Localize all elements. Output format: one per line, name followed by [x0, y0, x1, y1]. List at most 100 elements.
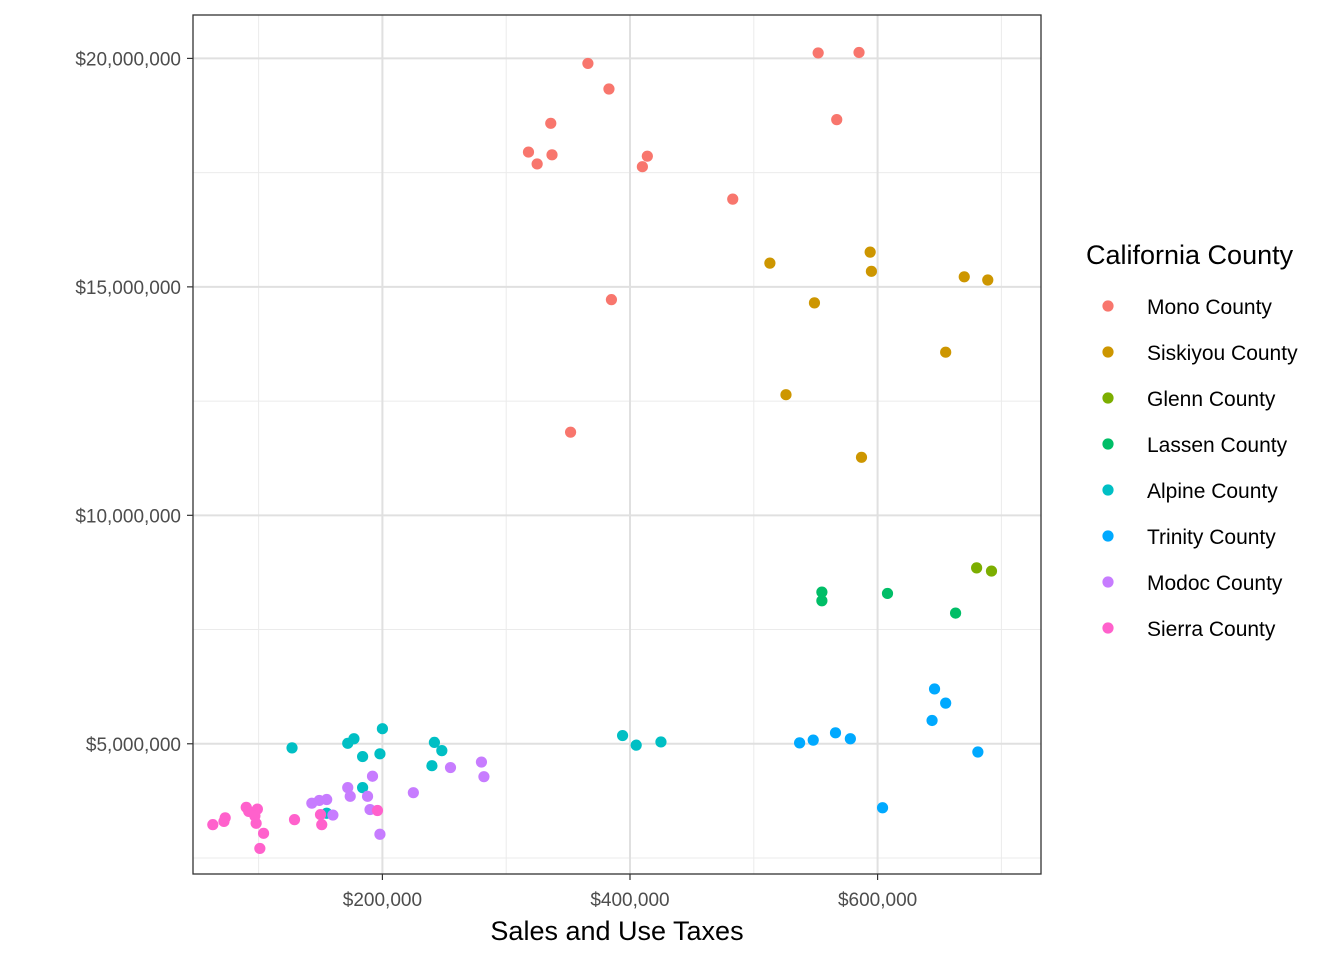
- data-point: [288, 814, 301, 826]
- data-point: [444, 761, 457, 774]
- legend-item: Alpine County: [1102, 480, 1278, 503]
- legend-key: [1102, 576, 1114, 588]
- data-points: [207, 46, 998, 855]
- y-tick-label: $5,000,000: [86, 735, 181, 756]
- legend-label: Trinity County: [1147, 526, 1276, 549]
- x-tick-label: $600,000: [838, 890, 917, 911]
- data-point: [727, 193, 739, 205]
- data-point: [371, 804, 384, 817]
- legend: California County Mono County Siskiyou Co…: [1086, 240, 1298, 641]
- data-point: [928, 683, 941, 695]
- legend-item: Modoc County: [1102, 572, 1283, 595]
- data-point: [376, 723, 389, 735]
- data-point: [816, 586, 828, 598]
- y-axis: $5,000,000 $10,000,000 $15,000,000 $20,000,…: [75, 49, 193, 756]
- data-point: [971, 562, 983, 574]
- data-point: [949, 607, 962, 619]
- data-point: [316, 819, 328, 831]
- data-point: [844, 733, 856, 745]
- data-point: [926, 714, 938, 727]
- legend-key: [1102, 622, 1114, 634]
- x-axis-title: Sales and Use Taxes: [490, 916, 743, 946]
- data-point: [426, 760, 438, 772]
- legend-label: Mono County: [1147, 296, 1272, 319]
- grid-minor: [193, 15, 1041, 874]
- legend-item: Trinity County: [1102, 526, 1276, 549]
- data-point: [616, 729, 629, 742]
- data-point: [982, 274, 994, 286]
- data-point: [531, 158, 543, 170]
- data-point: [306, 797, 318, 809]
- data-point: [816, 595, 828, 607]
- data-point: [207, 819, 219, 831]
- data-point: [314, 809, 327, 821]
- data-point: [940, 697, 952, 709]
- legend-item: Lassen County: [1102, 434, 1288, 457]
- data-point: [374, 748, 386, 760]
- legend-item: Mono County: [1102, 296, 1272, 319]
- legend-label: Lassen County: [1147, 434, 1288, 457]
- data-point: [630, 739, 642, 751]
- panel-border: [192, 14, 1042, 875]
- data-point: [780, 389, 792, 401]
- data-point: [475, 756, 488, 768]
- legend-items: Mono County Siskiyou County Glenn County La…: [1102, 296, 1298, 641]
- data-point: [564, 426, 577, 438]
- legend-key: [1102, 530, 1114, 542]
- y-tick-label: $10,000,000: [75, 506, 181, 527]
- data-point: [829, 727, 842, 739]
- data-point: [812, 47, 824, 59]
- y-tick-label: $20,000,000: [75, 49, 181, 70]
- data-point: [605, 294, 618, 306]
- data-point: [881, 587, 894, 600]
- legend-key: [1102, 392, 1114, 404]
- data-point: [864, 246, 876, 258]
- data-point: [545, 117, 557, 129]
- data-point: [218, 815, 230, 828]
- grid-major: [193, 15, 1041, 874]
- data-point: [407, 787, 419, 799]
- data-point: [807, 734, 819, 746]
- data-point: [366, 770, 379, 782]
- data-point: [855, 451, 868, 463]
- legend-item: Siskiyou County: [1102, 342, 1298, 365]
- data-point: [985, 565, 998, 577]
- legend-item: Sierra County: [1102, 618, 1276, 641]
- data-point: [478, 771, 490, 783]
- data-point: [546, 149, 558, 161]
- legend-label: Glenn County: [1147, 388, 1276, 411]
- legend-key: [1102, 438, 1114, 450]
- data-point: [582, 57, 594, 70]
- data-point: [327, 809, 339, 821]
- data-point: [655, 736, 667, 748]
- x-axis: $200,000 $400,000 $600,000: [343, 874, 917, 911]
- panel-background: [193, 15, 1041, 874]
- plot-panel: [192, 14, 1042, 875]
- data-point: [286, 742, 298, 754]
- legend-item: Glenn County: [1102, 388, 1276, 411]
- data-point: [876, 802, 889, 814]
- x-tick-label: $200,000: [343, 890, 422, 911]
- data-point: [374, 828, 386, 840]
- data-point: [793, 737, 806, 749]
- data-point: [641, 150, 653, 162]
- data-point: [940, 346, 952, 358]
- legend-key: [1102, 484, 1114, 496]
- data-point: [522, 146, 535, 158]
- data-point: [342, 782, 354, 794]
- legend-label: Sierra County: [1147, 618, 1276, 641]
- data-point: [972, 746, 984, 758]
- data-point: [603, 83, 615, 95]
- data-point: [344, 790, 356, 802]
- data-point: [357, 750, 369, 763]
- data-point: [357, 782, 369, 794]
- data-point: [361, 790, 374, 802]
- data-point: [254, 842, 266, 855]
- data-point: [250, 817, 262, 829]
- y-tick-label: $15,000,000: [75, 278, 181, 299]
- legend-label: Alpine County: [1147, 480, 1278, 503]
- data-point: [958, 271, 970, 283]
- data-point: [831, 114, 843, 126]
- data-point: [436, 745, 448, 757]
